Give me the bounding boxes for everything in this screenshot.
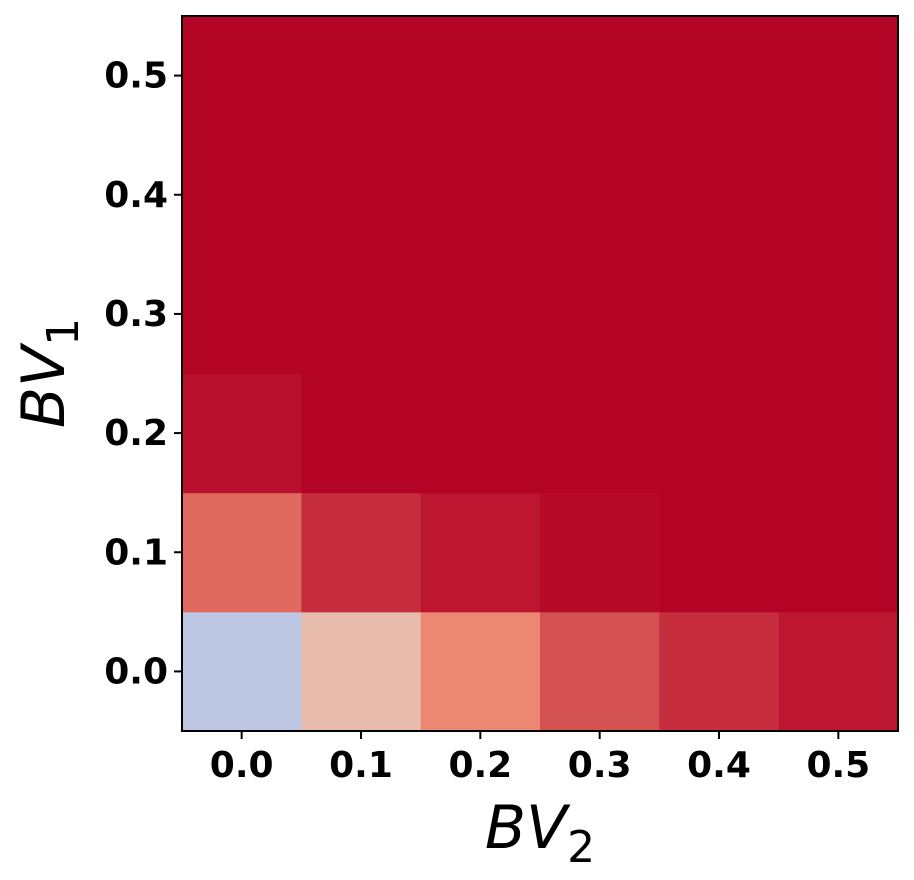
- heatmap-cell: [540, 373, 660, 494]
- x-axis-label: BV2: [485, 793, 595, 873]
- x-tick-label: 0.1: [329, 745, 393, 786]
- heatmap-cell: [659, 611, 780, 732]
- heatmap-cell: [301, 16, 422, 136]
- plot-frame: [181, 15, 899, 732]
- heatmap-cell: [420, 611, 541, 732]
- heatmap-cell: [301, 135, 422, 255]
- heatmap-cell: [778, 16, 899, 136]
- heatmap-cell: [182, 135, 302, 255]
- heatmap-cell: [540, 611, 660, 732]
- heatmap-cell: [182, 611, 302, 732]
- x-tick-label: 0.0: [210, 745, 274, 786]
- y-tick-label: 0.2: [104, 413, 168, 454]
- heatmap-cell: [301, 611, 422, 732]
- heatmap-cell: [420, 135, 541, 255]
- heatmap-cell: [778, 492, 899, 613]
- heatmap-cell: [778, 254, 899, 374]
- y-tick-label: 0.5: [104, 56, 168, 97]
- y-tick-label: 0.3: [104, 294, 168, 335]
- heatmap-cell: [540, 135, 660, 255]
- y-tick-label: 0.1: [104, 532, 168, 573]
- heatmap-cell: [540, 254, 660, 374]
- heatmap-cell: [301, 254, 422, 374]
- heatmap-cell: [301, 373, 422, 494]
- x-tick-label: 0.2: [448, 745, 512, 786]
- y-tick-label: 0.4: [104, 175, 168, 216]
- x-tick-label: 0.5: [806, 745, 870, 786]
- heatmap-cell: [778, 611, 899, 732]
- x-label-main: BV: [485, 793, 571, 863]
- heatmap-cell: [778, 373, 899, 494]
- heatmap-cell: [540, 492, 660, 613]
- y-tick-label: 0.0: [104, 651, 168, 692]
- x-tick-label: 0.3: [568, 745, 632, 786]
- heatmap-cell: [659, 16, 780, 136]
- heatmap-cell: [182, 492, 302, 613]
- heatmap-cell: [778, 135, 899, 255]
- heatmap-cell: [659, 254, 780, 374]
- heatmap-cell: [540, 16, 660, 136]
- heatmap-cell: [182, 254, 302, 374]
- heatmap-cell: [420, 16, 541, 136]
- heatmap-cell: [659, 135, 780, 255]
- heatmap-cell: [420, 373, 541, 494]
- heatmap-cell: [182, 373, 302, 494]
- y-label-sub: 1: [38, 318, 89, 346]
- heatmap-cell: [659, 492, 780, 613]
- x-tick-label: 0.4: [687, 745, 751, 786]
- heatmap-cell: [301, 492, 422, 613]
- y-axis-label: BV1: [9, 318, 89, 428]
- heatmap-cell: [659, 373, 780, 494]
- x-label-sub: 2: [567, 822, 595, 873]
- heatmap-cell: [420, 492, 541, 613]
- heatmap-cell: [182, 16, 302, 136]
- heatmap-cell: [420, 254, 541, 374]
- y-label-main: BV: [9, 342, 79, 428]
